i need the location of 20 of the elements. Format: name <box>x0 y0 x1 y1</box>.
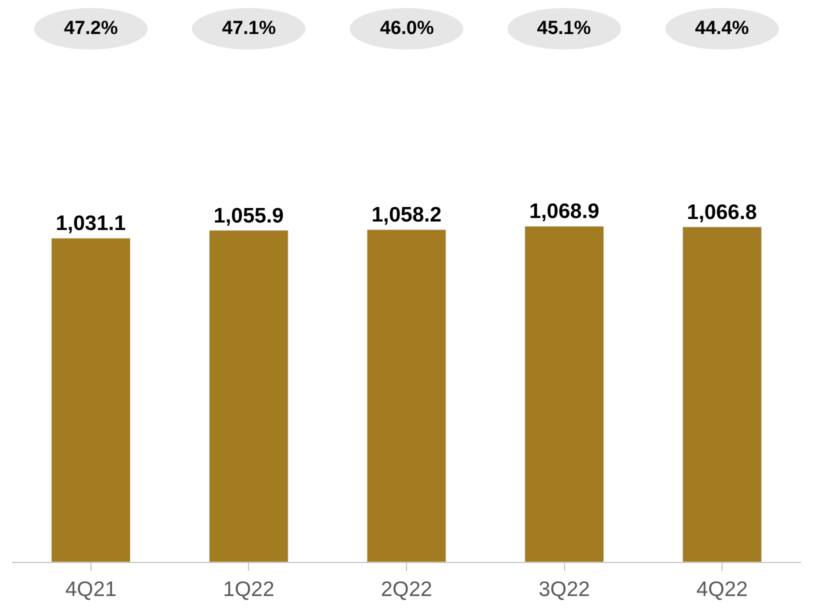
bar <box>682 226 762 562</box>
bar <box>209 230 288 562</box>
x-tick-label: 4Q21 <box>65 578 117 602</box>
text: 47.2% <box>64 18 118 39</box>
text: 46.0% <box>380 18 434 39</box>
data-label: 1,058.2 <box>371 204 442 227</box>
x-tick-label: 1Q22 <box>223 578 274 602</box>
text: 44.4% <box>695 18 749 39</box>
data-label: 1,031.1 <box>56 212 126 236</box>
bar <box>366 229 446 562</box>
text: 45.1% <box>537 18 591 39</box>
data-label: 1,066.8 <box>686 200 758 224</box>
x-tick-label: 2Q22 <box>380 578 432 602</box>
data-label: 1,068.9 <box>529 200 600 224</box>
bar <box>524 226 604 562</box>
bar <box>51 238 131 562</box>
data-label: 1,055.9 <box>214 204 284 228</box>
x-tick-label: 4Q22 <box>696 578 748 602</box>
text: 47.1% <box>222 18 276 39</box>
x-tick-label: 3Q22 <box>538 578 590 602</box>
